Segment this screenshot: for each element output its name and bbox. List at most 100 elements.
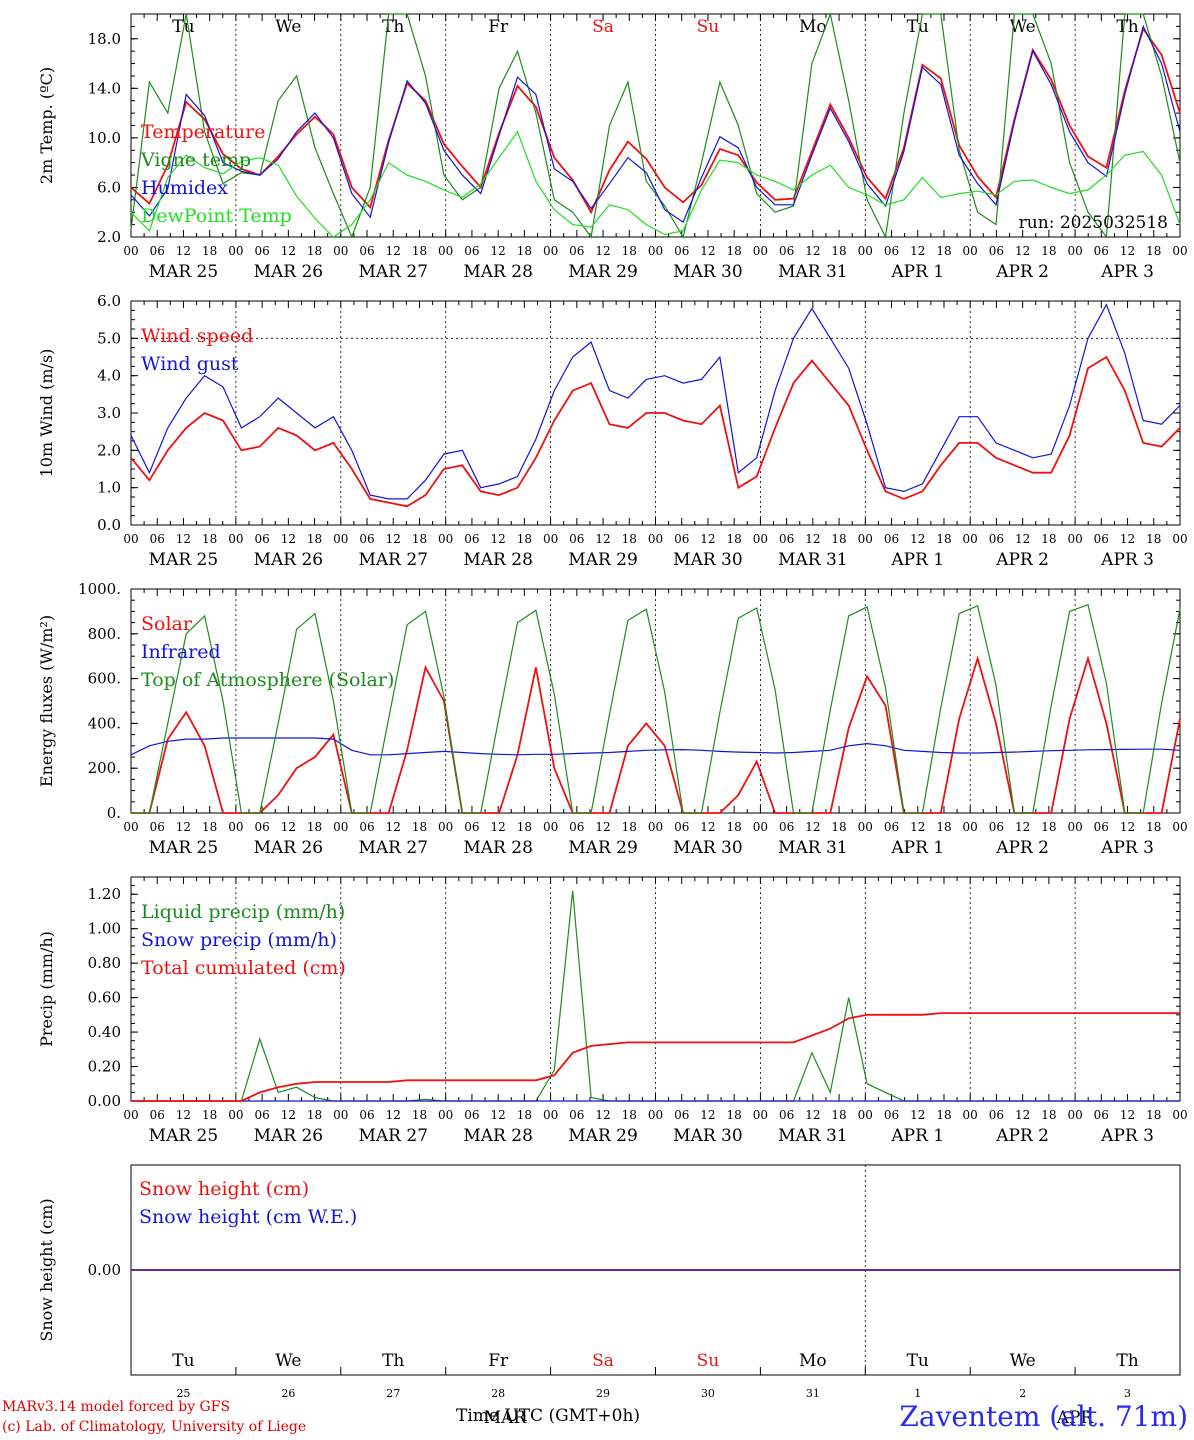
hour-tick-label: 06 [884,532,899,546]
date-label: MAR 27 [358,838,428,858]
date-label: MAR 30 [673,262,743,282]
hour-tick-label: 00 [1067,244,1082,258]
hour-tick-label: 18 [831,532,846,546]
hour-tick-label: 06 [150,532,165,546]
hour-tick-label: 06 [779,244,794,258]
hour-tick-label: 18 [202,532,217,546]
series-line-dewpoint-temp [130,130,1181,238]
y-tick-label: 1.0 [97,479,121,497]
hour-tick-label: 06 [1094,1108,1109,1122]
y-tick-label: 0.40 [88,1023,121,1041]
series-line-temperature [130,26,1181,215]
hour-tick-label: 12 [1120,532,1135,546]
hour-tick-label: 06 [674,244,689,258]
hour-tick-label: 18 [202,1108,217,1122]
series-line-vigne-temp [130,11,1181,239]
weekday-label: Th [382,17,404,37]
hour-tick-label: 00 [228,244,243,258]
date-label: APR 3 [1100,838,1154,858]
model-credit: MARv3.14 model forced by GFS [2,1399,231,1415]
hour-tick-label: 18 [936,820,951,834]
hour-tick-label: 18 [517,244,532,258]
date-label: MAR 28 [463,550,533,570]
hour-tick-label: 06 [569,244,584,258]
date-label: APR 3 [1100,550,1154,570]
date-label: MAR 29 [568,262,638,282]
hour-tick-label: 18 [1041,244,1056,258]
hour-tick-label: 12 [386,1108,401,1122]
date-label: MAR 27 [358,550,428,570]
weekday-label: Tu [907,17,929,37]
hour-tick-label: 06 [569,820,584,834]
day-number-label: 25 [176,1387,190,1400]
lab-credit: (c) Lab. of Climatology, University of L… [2,1419,307,1435]
y-tick-label: 6.0 [97,178,121,196]
hour-tick-label: 18 [1041,532,1056,546]
date-label: MAR 28 [463,1126,533,1146]
hour-tick-label: 00 [333,532,348,546]
date-label: MAR 25 [149,550,219,570]
hour-tick-label: 18 [1146,532,1161,546]
hour-tick-label: 06 [569,532,584,546]
date-label: MAR 30 [673,838,743,858]
hour-tick-label: 18 [307,244,322,258]
hour-tick-label: 12 [176,244,191,258]
hour-tick-label: 06 [989,532,1004,546]
hour-tick-label: 18 [1146,1108,1161,1122]
hour-tick-label: 12 [595,244,610,258]
hour-tick-label: 06 [464,1108,479,1122]
date-label: APR 2 [995,838,1049,858]
hour-tick-label: 06 [989,1108,1004,1122]
hour-tick-label: 00 [438,244,453,258]
hour-tick-label: 00 [648,1108,663,1122]
hour-tick-label: 00 [438,820,453,834]
legend-entry: Snow precip (mm/h) [141,929,337,951]
hour-tick-label: 12 [700,532,715,546]
weekday-label: Sa [592,1351,614,1371]
weekday-label: Th [1116,1351,1138,1371]
hour-tick-label: 12 [910,244,925,258]
date-label: MAR 26 [254,1126,324,1146]
hour-tick-label: 00 [1067,820,1082,834]
weekday-label: Fr [488,1351,509,1371]
y-axis-title-temperature: 2m Temp. (ºC) [37,67,56,184]
hour-tick-label: 12 [281,1108,296,1122]
legend-entry: DewPoint Temp [141,205,292,227]
day-number-label: 27 [386,1387,400,1400]
hour-tick-label: 00 [963,244,978,258]
hour-tick-label: 00 [963,1108,978,1122]
hour-tick-label: 06 [359,1108,374,1122]
y-tick-label: 6.0 [97,292,121,310]
legend-entry: Wind gust [141,353,239,375]
date-label: MAR 26 [254,838,324,858]
hour-tick-label: 12 [805,1108,820,1122]
date-label: MAR 31 [778,550,848,570]
hour-tick-label: 00 [648,532,663,546]
hour-tick-label: 00 [438,1108,453,1122]
hour-tick-label: 12 [805,820,820,834]
hour-tick-label: 12 [1120,1108,1135,1122]
hour-tick-label: 12 [910,1108,925,1122]
y-tick-label: 200. [88,759,121,777]
y-tick-label: 0.0 [97,516,121,534]
hour-tick-label: 00 [858,820,873,834]
legend-entry: Snow height (cm) [139,1178,309,1200]
hour-tick-label: 00 [963,820,978,834]
hour-tick-label: 00 [228,1108,243,1122]
hour-tick-label: 06 [359,820,374,834]
hour-tick-label: 18 [202,244,217,258]
y-tick-label: 0.80 [88,954,121,972]
date-label: APR 2 [995,1126,1049,1146]
hour-tick-label: 12 [176,532,191,546]
hour-tick-label: 18 [727,244,742,258]
hour-tick-label: 06 [884,244,899,258]
hour-tick-label: 00 [858,532,873,546]
hour-tick-label: 06 [1094,820,1109,834]
hour-tick-label: 00 [228,532,243,546]
date-label: APR 3 [1100,262,1154,282]
hour-tick-label: 00 [648,820,663,834]
date-label: MAR 25 [149,262,219,282]
date-label: MAR 31 [778,1126,848,1146]
hour-tick-label: 06 [254,244,269,258]
hour-tick-label: 06 [569,1108,584,1122]
